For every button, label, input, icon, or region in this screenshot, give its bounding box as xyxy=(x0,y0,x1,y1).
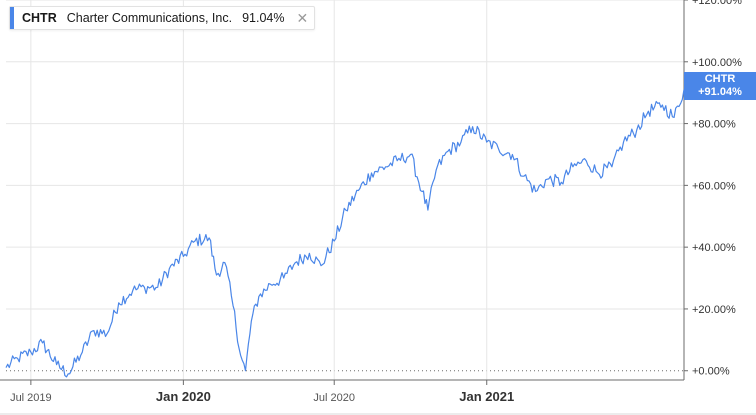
badge-value: +91.04% xyxy=(698,86,742,98)
y-tick-label: +80.00% xyxy=(692,119,736,131)
y-tick-label: +40.00% xyxy=(692,242,736,254)
last-value-badge: CHTR +91.04% xyxy=(684,72,756,100)
legend-ticker: CHTR xyxy=(22,11,57,25)
legend-color-swatch xyxy=(10,7,14,29)
x-tick-label: Jul 2020 xyxy=(313,392,355,404)
y-axis-tick-labels: +0.00% +20.00% +40.00% +60.00% +80.00% +100.0… xyxy=(692,0,742,378)
legend-company-name: Charter Communications, Inc. xyxy=(66,11,233,25)
close-icon[interactable]: ✕ xyxy=(296,9,309,26)
x-tick-label: Jan 2020 xyxy=(156,389,211,404)
legend[interactable]: CHTR Charter Communications, Inc. 91.04%… xyxy=(9,6,315,30)
y-tick-label: +100.00% xyxy=(692,57,742,69)
y-tick-label: +120.00% xyxy=(692,0,742,7)
grid-lines xyxy=(6,0,684,380)
x-tick-label: Jul 2019 xyxy=(10,392,52,404)
x-tick-label: Jan 2021 xyxy=(459,389,514,404)
series-line-chtr xyxy=(5,89,685,378)
x-axis-tick-labels: Jul 2019 Jan 2020 Jul 2020 Jan 2021 xyxy=(10,389,514,404)
y-tick-label: +20.00% xyxy=(692,304,736,316)
y-tick-label: +0.00% xyxy=(692,366,730,378)
badge-ticker: CHTR xyxy=(704,73,736,85)
y-tick-label: +60.00% xyxy=(692,180,736,192)
legend-change-value: 91.04% xyxy=(242,11,285,25)
series-layer xyxy=(5,89,685,378)
